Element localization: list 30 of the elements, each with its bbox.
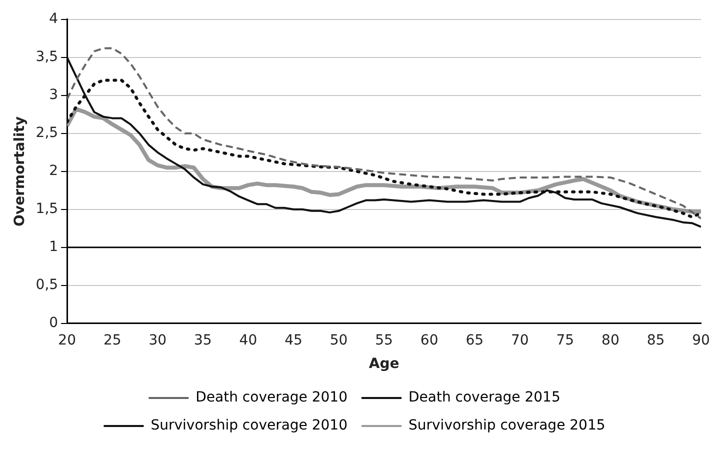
x-axis-title: Age <box>368 356 400 372</box>
y-tick-label: 0 <box>49 315 58 332</box>
x-tick-label: 55 <box>375 332 393 348</box>
x-tick-label: 25 <box>103 332 122 348</box>
y-tick-label: 3,5 <box>36 49 58 66</box>
x-tick-label: 50 <box>330 332 348 348</box>
x-tick-label: 30 <box>148 332 167 348</box>
legend-label: Survivorship coverage 2015 <box>408 418 606 434</box>
x-tick-label: 75 <box>556 332 574 348</box>
legend-label: Death coverage 2010 <box>196 390 348 406</box>
x-tick-label: 80 <box>602 332 620 348</box>
x-tick-label: 45 <box>284 332 302 348</box>
x-tick-label: 65 <box>466 332 484 348</box>
legend-label: Death coverage 2015 <box>408 390 560 406</box>
x-tick-label: 85 <box>646 332 665 348</box>
y-tick-label: 2,5 <box>36 125 58 142</box>
y-tick-label: 3 <box>49 87 58 104</box>
y-tick-label: 2 <box>49 163 58 180</box>
x-tick-label: 40 <box>239 332 258 348</box>
y-tick-label: 0,5 <box>36 277 58 294</box>
y-tick-label: 4 <box>49 11 58 28</box>
y-tick-label: 1,5 <box>36 201 58 218</box>
x-tick-label: 20 <box>58 332 76 348</box>
y-axis-title: Overmortality <box>12 116 28 226</box>
x-tick-label: 35 <box>194 332 212 348</box>
legend-label: Survivorship coverage 2010 <box>150 418 348 434</box>
x-tick-label: 90 <box>692 332 710 348</box>
y-tick-label: 1 <box>49 239 58 256</box>
x-tick-label: 70 <box>510 332 529 348</box>
x-tick-label: 60 <box>420 332 438 348</box>
